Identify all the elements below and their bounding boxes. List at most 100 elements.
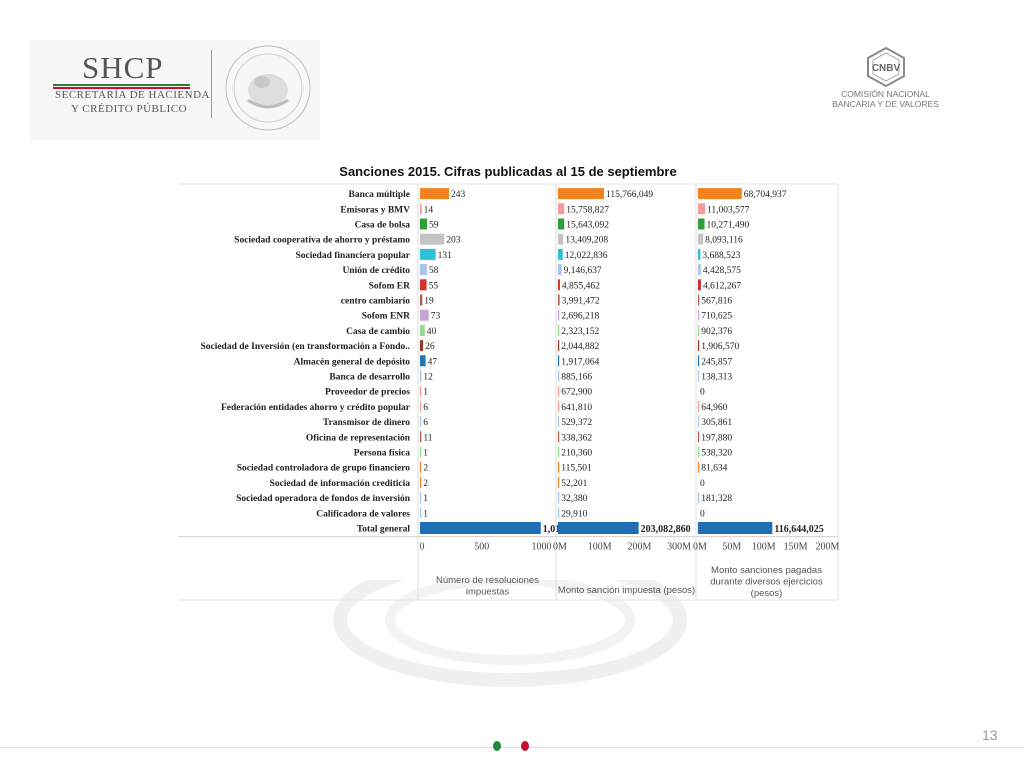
data-label: 15,643,092: [566, 221, 609, 231]
bar: [420, 370, 422, 382]
watermark-seal-icon: [333, 580, 687, 687]
bar: [698, 188, 742, 200]
shcp-logo-text: SHCP: [82, 50, 164, 85]
data-label: 138,313: [701, 373, 732, 383]
bar: [698, 218, 705, 230]
data-label: 243: [451, 190, 466, 200]
bar: [558, 203, 565, 215]
data-label: 55: [429, 281, 439, 291]
bar: [420, 522, 541, 534]
bar: [558, 492, 560, 504]
bar: [558, 324, 560, 336]
bar: [558, 431, 560, 443]
shcp-red-rule: [53, 87, 190, 89]
data-label: 181,328: [701, 494, 732, 504]
bar: [420, 309, 429, 321]
data-label: 40: [427, 327, 437, 337]
data-label: 197,880: [701, 433, 732, 443]
category-label: Almacén general de depósito: [294, 357, 411, 367]
data-label: 81,634: [701, 464, 727, 474]
bar: [420, 492, 422, 504]
data-label: 58: [429, 266, 439, 276]
data-label: 4,612,267: [703, 281, 741, 291]
data-label: 6: [423, 418, 428, 428]
bar: [698, 370, 700, 382]
data-label: 1: [423, 388, 428, 398]
bar: [698, 492, 700, 504]
data-label: 11,003,577: [707, 205, 750, 215]
data-label: 641,810: [561, 403, 592, 413]
bar: [698, 248, 701, 260]
data-label: 305,861: [701, 418, 732, 428]
bar: [558, 476, 560, 488]
data-label: 12: [423, 373, 433, 383]
data-label: 1,906,570: [701, 342, 739, 352]
bar: [420, 507, 422, 519]
footer-line: [0, 747, 1024, 748]
data-label: 68,704,937: [744, 190, 787, 200]
data-label: 4,428,575: [703, 266, 741, 276]
tick-label: 0M: [693, 542, 707, 553]
shcp-green-rule: [53, 84, 190, 86]
data-label: 4,855,462: [562, 281, 600, 291]
data-label: 10,271,490: [707, 221, 750, 231]
category-label: Oficina de representación: [306, 433, 411, 443]
bar: [420, 233, 445, 245]
bar: [420, 203, 422, 215]
panel-title: durante diversos ejercicios: [710, 577, 823, 588]
category-label: Federación entidades ahorro y crédito po…: [221, 403, 411, 413]
bar: [420, 248, 436, 260]
data-label: 885,166: [561, 373, 592, 383]
tick-label: 100M: [588, 542, 612, 553]
category-label: Sociedad cooperativa de ahorro y préstam…: [234, 236, 410, 246]
bar: [698, 416, 700, 428]
tick-label: 200M: [627, 542, 651, 553]
bar: [420, 340, 424, 352]
bar: [420, 431, 422, 443]
data-label: 12,022,836: [565, 251, 608, 261]
data-label: 3,688,523: [702, 251, 740, 261]
bar: [558, 264, 562, 276]
red-dot-icon: [521, 741, 529, 751]
bar: [698, 446, 700, 458]
bar: [698, 340, 700, 352]
data-label: 203,082,860: [641, 524, 691, 535]
bar: [698, 431, 700, 443]
data-label: 14: [424, 205, 434, 215]
bar: [420, 446, 422, 458]
bar: [420, 264, 427, 276]
bar: [558, 218, 565, 230]
data-label: 19: [424, 297, 434, 307]
data-label: 538,320: [701, 449, 732, 459]
data-label: 902,376: [701, 327, 732, 337]
bar: [558, 279, 560, 291]
category-label: Calificadora de valores: [316, 509, 410, 519]
bar: [698, 233, 704, 245]
bar: [558, 370, 560, 382]
cnbv-logo-text: CNBV: [872, 63, 901, 74]
tick-label: 50M: [722, 542, 741, 553]
tick-label: 500: [474, 542, 489, 553]
bar: [558, 507, 560, 519]
mexican-seal-icon: [225, 45, 311, 131]
data-label: 29,910: [561, 509, 587, 519]
data-label: 8,093,116: [705, 236, 743, 246]
bar: [558, 355, 560, 367]
category-label: Banca múltiple: [349, 190, 411, 200]
category-label: Sofom ENR: [362, 312, 410, 322]
bar: [558, 248, 563, 260]
data-label: 116,644,025: [774, 524, 823, 535]
data-label: 73: [431, 312, 441, 322]
bar: [698, 355, 700, 367]
bar: [698, 324, 700, 336]
data-label: 672,900: [561, 388, 592, 398]
shcp-subtitle-line2: Y CRÉDITO PÚBLICO: [71, 103, 188, 115]
panel-title: Monto sanciones pagadas: [711, 565, 822, 576]
category-label: Casa de bolsa: [355, 221, 411, 231]
bar: [420, 279, 427, 291]
bar: [558, 461, 560, 473]
category-label: Sociedad de Inversión (en transformación…: [200, 341, 410, 352]
bar: [420, 218, 428, 230]
bar: [420, 188, 450, 200]
data-label: 567,816: [701, 297, 732, 307]
